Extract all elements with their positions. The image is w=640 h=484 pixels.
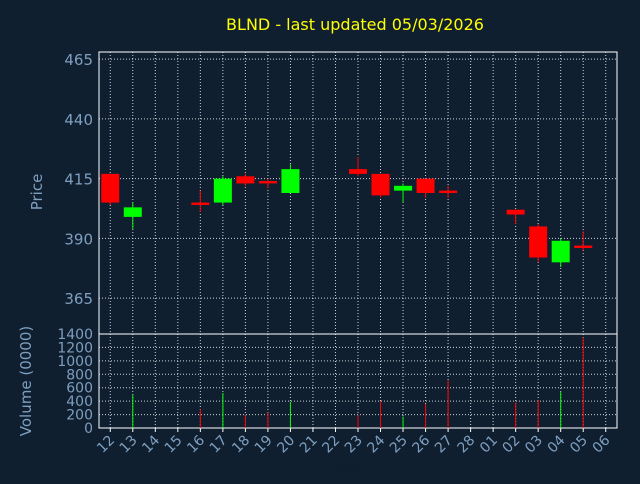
candle-body — [281, 169, 300, 193]
price-panel: 365 390 415 440 465 — [64, 51, 618, 335]
volume-tick-label: 600 — [66, 381, 93, 397]
x-tick-label: 16 — [184, 432, 208, 456]
x-tick-label: 25 — [387, 433, 411, 457]
candle-body — [506, 209, 525, 215]
x-tick-label: 20 — [274, 433, 298, 457]
x-tick-label: 19 — [252, 433, 276, 457]
x-tick-label: 13 — [117, 433, 141, 457]
x-tick-label: 28 — [455, 433, 479, 457]
price-tick-label: 415 — [64, 171, 93, 189]
x-tick-label: 26 — [409, 432, 433, 456]
volume-tick-label: 1200 — [57, 340, 93, 356]
candle-body — [348, 169, 368, 174]
x-tick-label: 22 — [319, 433, 343, 457]
candle-body — [394, 185, 413, 191]
candle-body — [371, 173, 390, 196]
candle-body — [101, 173, 120, 203]
price-tick-label: 465 — [64, 51, 93, 69]
x-tick-label: 24 — [364, 432, 388, 456]
x-tick-label: 15 — [162, 433, 186, 457]
volume-tick-label: 1000 — [57, 354, 93, 370]
x-tick-label: 05 — [567, 433, 591, 457]
volume-tick-label: 200 — [66, 408, 93, 424]
x-tick-label: 04 — [545, 432, 569, 456]
candle-body — [236, 176, 255, 184]
candle-body — [529, 226, 548, 258]
candle-body — [439, 190, 458, 193]
price-tick-label: 390 — [64, 230, 93, 248]
candle-body — [551, 240, 570, 263]
candle-body — [123, 207, 142, 217]
x-tick-label: 18 — [229, 433, 253, 457]
x-tick-label: 23 — [342, 433, 366, 457]
volume-axis-label: Volume (0000) — [17, 326, 35, 436]
x-tick-label: 14 — [139, 432, 163, 456]
candle-body — [213, 178, 232, 203]
volume-tick-label: 1400 — [57, 327, 93, 343]
x-tick-label: 01 — [477, 433, 501, 457]
volume-tick-label: 800 — [66, 367, 93, 383]
x-tick-label: 21 — [297, 433, 321, 457]
x-axis-label: Day — [334, 459, 362, 475]
x-tick-labels: 1213141516171819202122232425262728010203… — [94, 428, 614, 457]
x-tick-label: 03 — [522, 433, 546, 457]
x-tick-label: 17 — [207, 433, 231, 457]
x-tick-label: 06 — [590, 432, 614, 456]
x-tick-label: 02 — [500, 433, 524, 457]
price-tick-label: 365 — [64, 290, 93, 308]
candle-body — [191, 202, 210, 205]
chart-title: BLND - last updated 05/03/2026 — [226, 15, 484, 34]
candle-body — [416, 178, 435, 193]
price-axis-label: Price — [28, 174, 46, 211]
candle-body — [574, 245, 593, 248]
volume-tick-label: 400 — [66, 394, 93, 410]
candle-body — [258, 181, 277, 184]
volume-tick-label: 0 — [84, 421, 93, 437]
x-tick-label: 12 — [94, 433, 118, 457]
volume-panel-frame — [98, 333, 618, 429]
price-tick-label: 440 — [64, 111, 93, 129]
x-tick-label: 27 — [432, 433, 456, 457]
